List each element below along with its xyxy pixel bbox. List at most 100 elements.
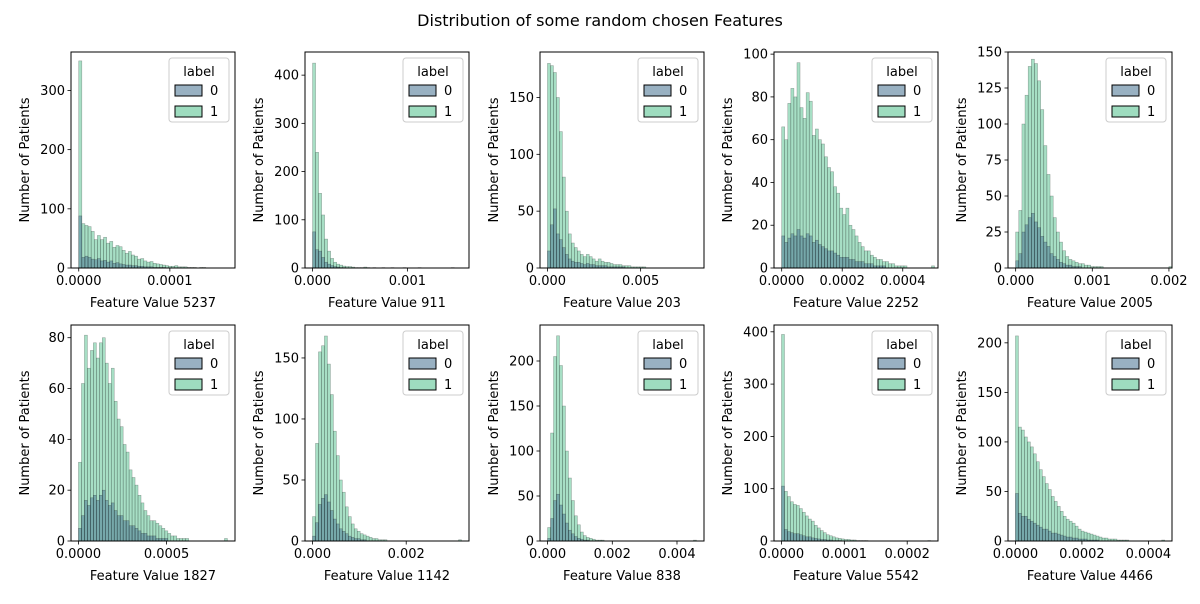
y-tick-label: 20 [48,484,65,499]
y-tick-label: 150 [977,386,1002,401]
y-tick-label: 150 [977,46,1002,61]
histogram-bar [1041,236,1044,268]
legend-title: label [1120,65,1151,80]
y-axis-label: Number of Patients [252,97,267,222]
legend-entry-label: 0 [679,357,687,372]
y-tick-label: 150 [509,400,534,415]
histogram-bar [818,244,821,268]
legend-entry-label: 0 [1147,357,1155,372]
histogram-bar [565,254,568,268]
histogram-bar [1027,519,1030,541]
histogram-bar [150,536,153,541]
histogram-bar [1034,222,1037,268]
histogram-bar [828,251,831,268]
legend-swatch-label-1 [409,379,436,390]
histogram-bar [843,257,846,268]
x-axis-label: Feature Value 203 [563,296,681,311]
x-tick-label: 0.0000 [56,547,102,562]
histogram-bar [553,209,556,268]
histogram-bar [126,521,129,541]
legend-swatch-label-1 [644,106,671,117]
histogram-bar [550,225,553,268]
histogram-bar [568,530,571,541]
histogram-bar [342,531,345,541]
histogram-bar [1025,225,1028,268]
histogram-bar [1024,516,1027,541]
histogram-bar [122,264,125,268]
histogram-bar [108,505,111,541]
x-tick-label: 0.0000 [759,274,805,289]
x-axis-label: Feature Value 5237 [90,296,216,311]
legend-swatch-label-0 [1112,85,1139,96]
histogram-bar [87,505,90,541]
y-tick-label: 100 [743,48,768,63]
histogram-bar [171,536,174,541]
x-tick-label: 0.0000 [993,547,1039,562]
histogram-bar [1099,537,1102,541]
legend-title: label [652,338,683,353]
histogram-bar [328,264,331,268]
histogram-bar [78,528,81,541]
histogram-bar [79,216,82,268]
histogram-bar [333,519,336,541]
histogram-bar [867,264,870,268]
histogram-bar [547,63,550,268]
y-tick-label: 200 [274,165,299,180]
histogram-bar [892,264,895,268]
histogram-bar [574,262,577,268]
histogram-bar [852,259,855,268]
histogram-bar [1057,534,1060,541]
histogram-bar [316,250,319,268]
x-axis-label: Feature Value 2252 [793,296,919,311]
histogram-bar [102,490,105,541]
histogram-bar [1063,264,1066,268]
y-axis-label: Number of Patients [18,370,33,495]
y-axis-label: Number of Patients [955,97,970,222]
legend-title: label [417,338,448,353]
histogram-bar [351,537,354,541]
histogram-bar [117,516,120,541]
legend-entry-label: 0 [210,357,218,372]
histogram-bar [91,259,94,268]
y-tick-label: 100 [509,148,534,163]
legend-entry-label: 0 [444,84,452,99]
legend-swatch-label-1 [644,379,671,390]
y-axis-label: Number of Patients [252,370,267,495]
legend-swatch-label-1 [878,106,905,117]
histogram-bar [1069,537,1072,541]
x-tick-label: 0.002 [388,547,425,562]
histogram-bar [557,494,560,541]
histogram-bar [797,230,800,269]
y-tick-label: 100 [274,213,299,228]
y-tick-label: 300 [40,84,65,99]
histogram-bar [88,257,91,268]
histogram-bar [1028,218,1031,268]
histogram-bar [114,511,117,541]
histogram-bar [1036,525,1039,541]
histogram-bar [1045,529,1048,541]
y-tick-label: 100 [977,435,1002,450]
legend-entry-label: 1 [913,378,921,393]
histogram-bar [111,503,114,541]
legend-title: label [652,65,683,80]
histogram-bar [821,247,824,268]
legend-title: label [886,65,917,80]
legend-swatch-label-1 [1112,379,1139,390]
y-tick-label: 20 [751,219,768,234]
histogram-bar [1053,256,1056,268]
histogram-bar [153,536,156,541]
x-tick-label: 0.0002 [1059,547,1105,562]
legend-entry-label: 1 [444,105,452,120]
histogram-bar [589,265,592,268]
histogram-bar [1044,242,1047,268]
y-tick-label: 40 [751,176,768,191]
legend-swatch-label-0 [409,358,436,369]
histogram-bar [560,505,563,541]
x-tick-label: 0.002 [1150,274,1187,289]
